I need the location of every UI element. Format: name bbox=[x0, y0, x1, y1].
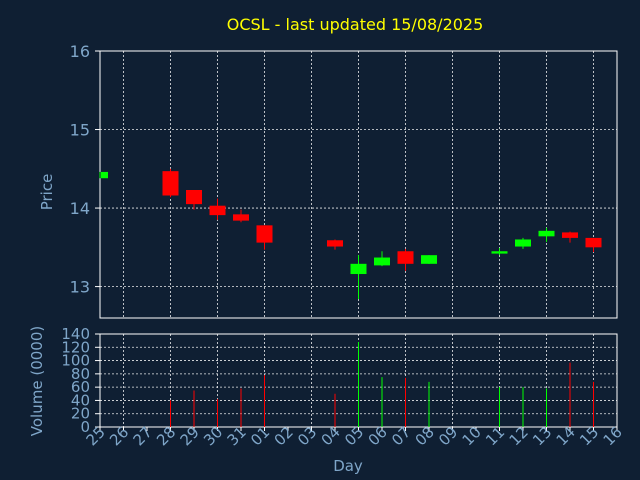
price-panel: 13 14 15 16 bbox=[70, 42, 618, 319]
candle-body-13 bbox=[538, 230, 555, 237]
volume-tick-label: 60 bbox=[71, 378, 90, 396]
price-tick-label: 14 bbox=[70, 199, 90, 218]
volume-tick-label: 40 bbox=[71, 391, 90, 409]
price-tick-label: 13 bbox=[70, 278, 90, 297]
candle-body-31 bbox=[233, 214, 249, 221]
volume-axis-label: Volume (0000) bbox=[28, 326, 46, 436]
candle-body-05 bbox=[350, 263, 367, 275]
x-axis-ticks: 2526272829303101020304050607080910111213… bbox=[83, 423, 626, 449]
volume-tick-label: 100 bbox=[61, 352, 90, 370]
candle-body-04 bbox=[327, 240, 343, 247]
x-axis-label: Day bbox=[333, 457, 363, 475]
volume-tick-label: 140 bbox=[61, 325, 90, 343]
volume-tick-label: 20 bbox=[71, 405, 90, 423]
candle-body-29 bbox=[186, 189, 202, 205]
candle-body-06 bbox=[374, 257, 390, 266]
price-tick-label: 16 bbox=[70, 42, 90, 61]
candle-body-11 bbox=[491, 251, 508, 254]
candle-body-28 bbox=[162, 171, 179, 196]
price-tick-label: 15 bbox=[70, 121, 90, 140]
candle-body-01 bbox=[256, 225, 273, 243]
volume-tick-label: 0 bbox=[80, 418, 90, 436]
candle-body-14 bbox=[562, 232, 578, 238]
price-axis-label: Price bbox=[38, 174, 56, 211]
volume-tick-label: 120 bbox=[61, 338, 90, 356]
candle-body-07 bbox=[397, 251, 414, 264]
chart-title: OCSL - last updated 15/08/2025 bbox=[227, 15, 484, 34]
volume-tick-label: 80 bbox=[71, 365, 90, 383]
candle-body-12 bbox=[515, 239, 531, 247]
candle-body-15 bbox=[585, 237, 602, 248]
candle-body-30 bbox=[209, 205, 226, 216]
candle-body-25 bbox=[101, 171, 108, 179]
candle-body-08 bbox=[421, 255, 437, 264]
